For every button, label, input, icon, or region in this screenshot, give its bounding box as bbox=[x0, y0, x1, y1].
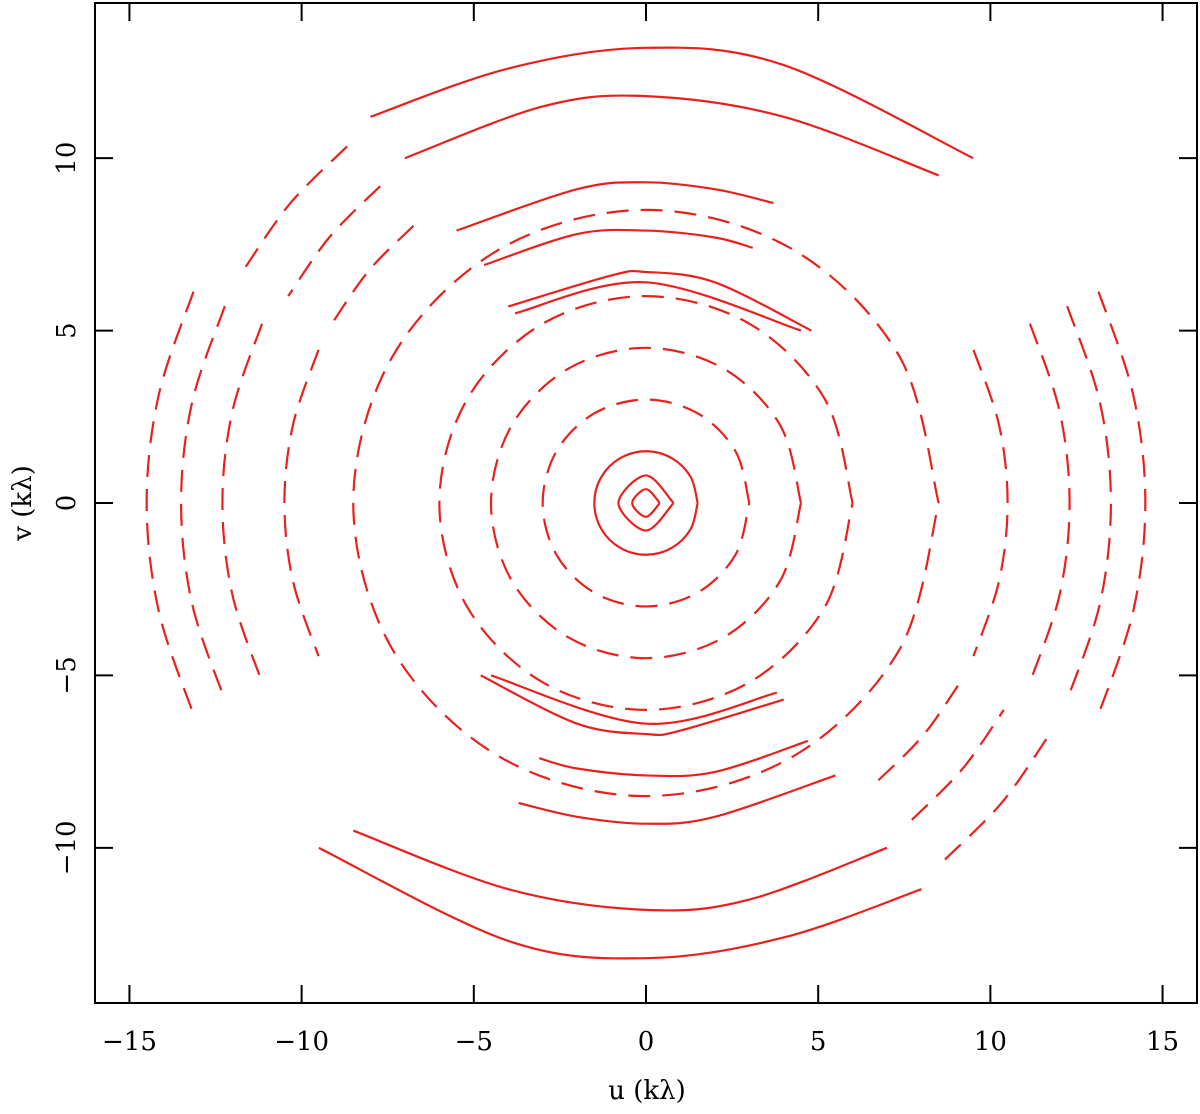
uv-track bbox=[1028, 323, 1071, 683]
y-tick-label: 0 bbox=[52, 495, 82, 512]
y-tick-label: −10 bbox=[52, 820, 82, 875]
y-tick-label: 10 bbox=[52, 142, 82, 175]
uv-track bbox=[287, 185, 381, 297]
x-tick-label: 0 bbox=[638, 1027, 655, 1057]
x-tick-label: 15 bbox=[1146, 1027, 1179, 1057]
uv-track bbox=[514, 281, 802, 332]
uv-track bbox=[145, 291, 195, 715]
uv-track bbox=[480, 674, 785, 737]
uv-track bbox=[483, 228, 754, 267]
y-axis-label: v (kλ) bbox=[8, 465, 38, 541]
uv-track bbox=[404, 94, 940, 177]
uv-track bbox=[507, 269, 812, 332]
uv-track bbox=[332, 224, 415, 323]
uv-track bbox=[877, 683, 960, 782]
uv-track bbox=[1066, 305, 1113, 701]
uv-track bbox=[456, 181, 774, 232]
uv-track bbox=[518, 774, 836, 825]
uv-track bbox=[617, 474, 675, 532]
uv-track bbox=[1097, 291, 1147, 715]
uv-track bbox=[490, 674, 778, 725]
plot-frame bbox=[94, 2, 1198, 1004]
uv-track bbox=[352, 208, 940, 798]
uv-track bbox=[221, 323, 264, 683]
x-tick-label: −5 bbox=[455, 1027, 493, 1057]
uv-track bbox=[283, 349, 320, 657]
x-tick-label: −10 bbox=[274, 1027, 329, 1057]
uv-track bbox=[318, 846, 922, 960]
uv-track bbox=[538, 739, 809, 778]
uv-track bbox=[593, 450, 699, 556]
uv-track bbox=[370, 46, 974, 160]
uv-track bbox=[438, 295, 854, 711]
uv-track bbox=[489, 346, 803, 660]
uv-track bbox=[242, 145, 348, 271]
uv-track bbox=[631, 488, 661, 518]
uv-track bbox=[179, 305, 226, 701]
y-tick-label: −5 bbox=[52, 656, 82, 694]
uv-track bbox=[944, 735, 1050, 861]
x-tick-label: 5 bbox=[810, 1027, 827, 1057]
uv-track bbox=[972, 349, 1009, 657]
x-axis-label: u (kλ) bbox=[608, 1076, 686, 1106]
x-tick-label: 10 bbox=[974, 1027, 1007, 1057]
uv-track bbox=[352, 829, 888, 912]
y-tick-label: 5 bbox=[52, 322, 82, 339]
uv-track bbox=[911, 709, 1005, 821]
uv-track bbox=[541, 398, 751, 608]
x-tick-label: −15 bbox=[102, 1027, 157, 1057]
